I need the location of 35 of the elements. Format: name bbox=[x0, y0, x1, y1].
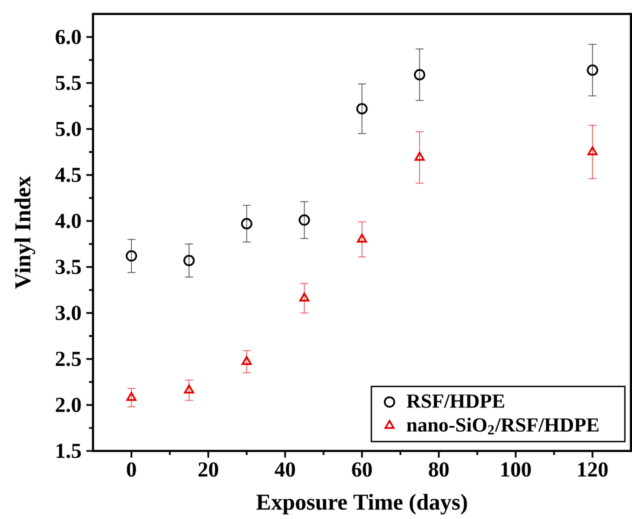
y-tick-label: 6.0 bbox=[56, 30, 81, 44]
x-tick-label: 20 bbox=[198, 462, 218, 477]
legend-label: RSF/HDPE bbox=[406, 394, 504, 408]
y-tick-label: 3.5 bbox=[56, 260, 81, 274]
y-tick-label: 2.5 bbox=[56, 352, 81, 366]
point bbox=[356, 234, 367, 243]
x-tick-label: 80 bbox=[428, 462, 449, 477]
x-tick-label: 100 bbox=[501, 462, 531, 477]
x-tick-label: 120 bbox=[578, 462, 608, 477]
point bbox=[183, 254, 195, 266]
point bbox=[184, 384, 194, 394]
point bbox=[126, 250, 138, 262]
point bbox=[414, 69, 426, 80]
point bbox=[299, 292, 310, 302]
x-tick-label: 0 bbox=[126, 462, 136, 477]
y-axis-title: Vinyl Index bbox=[14, 176, 36, 289]
x-axis-title: Exposure Time (days) bbox=[256, 494, 467, 515]
y-tick-label: 5.5 bbox=[56, 76, 81, 90]
y-tick-label: 4.0 bbox=[55, 214, 81, 228]
point bbox=[414, 152, 425, 161]
y-tick-label: 5.0 bbox=[56, 122, 81, 136]
x-tick-label: 40 bbox=[274, 462, 295, 477]
x-tick-label: 60 bbox=[352, 462, 372, 477]
point bbox=[126, 392, 136, 401]
y-tick-label: 4.5 bbox=[55, 168, 81, 182]
point bbox=[586, 64, 598, 76]
point bbox=[242, 356, 252, 366]
y-tick-label: 2.0 bbox=[56, 398, 81, 412]
point bbox=[241, 218, 252, 230]
y-tick-label: 1.5 bbox=[56, 444, 81, 458]
point bbox=[356, 103, 368, 114]
legend-label: nano-SiO$_{2}$/RSF/HDPE bbox=[406, 418, 599, 434]
point bbox=[298, 214, 310, 226]
y-tick-label: 3.0 bbox=[56, 306, 81, 320]
point bbox=[587, 146, 598, 156]
